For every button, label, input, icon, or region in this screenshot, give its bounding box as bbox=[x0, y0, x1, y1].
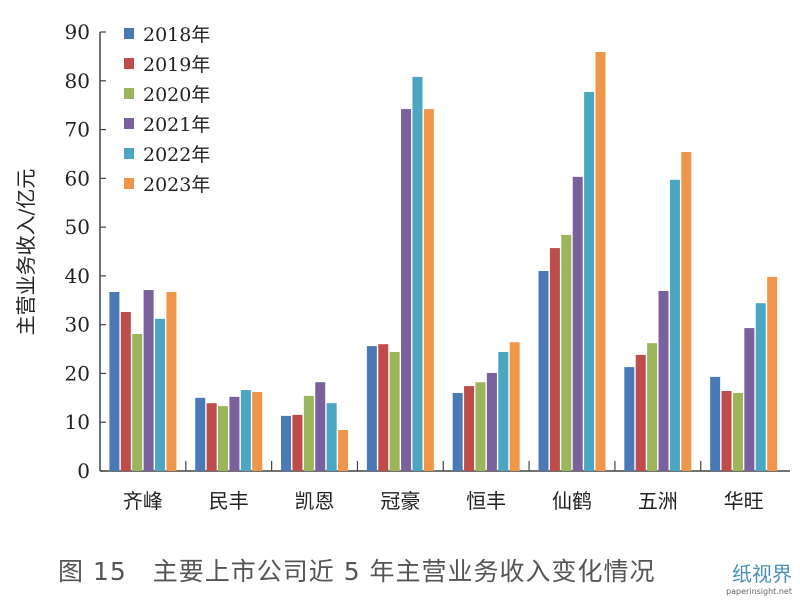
bar bbox=[120, 311, 131, 471]
y-axis-label: 主营业务收入/亿元 bbox=[14, 169, 38, 336]
x-tick-label: 民丰 bbox=[209, 489, 249, 513]
bar bbox=[464, 386, 475, 471]
bar bbox=[744, 328, 755, 471]
y-tick-label: 20 bbox=[65, 361, 90, 385]
bar bbox=[561, 234, 572, 471]
bar bbox=[595, 51, 606, 471]
legend-label: 2019年 bbox=[143, 54, 210, 76]
bar-chart: 0 10 20 30 40 50 60 70 80 90 齐峰 民丰 凯恩 冠豪 恒丰 仙鹤 五洲 华旺 主营业务收… bbox=[14, 20, 790, 513]
x-tick-label: 齐峰 bbox=[123, 489, 163, 513]
bar bbox=[647, 343, 658, 471]
bar bbox=[401, 109, 412, 472]
bar bbox=[338, 430, 349, 471]
bar bbox=[155, 318, 166, 471]
x-tick-label: 五洲 bbox=[638, 489, 678, 513]
x-tick-label: 凯恩 bbox=[295, 489, 335, 513]
bar bbox=[732, 392, 743, 471]
y-tick-label: 60 bbox=[65, 166, 90, 190]
legend-label: 2022年 bbox=[143, 144, 210, 166]
x-tick-label: 仙鹤 bbox=[552, 489, 592, 513]
bar bbox=[681, 151, 692, 471]
bar bbox=[624, 367, 635, 471]
y-tick-label: 50 bbox=[65, 215, 90, 239]
bar bbox=[452, 392, 463, 471]
bar bbox=[326, 403, 337, 471]
bar bbox=[584, 91, 595, 471]
bar bbox=[509, 342, 520, 471]
legend-swatch bbox=[124, 88, 134, 99]
legend-swatch bbox=[124, 58, 134, 69]
bar bbox=[423, 109, 434, 472]
figure-caption: 图 15 主要上市公司近 5 年主营业务收入变化情况 bbox=[58, 557, 656, 586]
legend-label: 2021年 bbox=[143, 114, 210, 136]
legend-label: 2020年 bbox=[143, 84, 210, 106]
x-tick-label: 恒丰 bbox=[466, 489, 506, 513]
bar bbox=[132, 333, 143, 471]
bar bbox=[549, 248, 560, 471]
bar bbox=[572, 176, 583, 471]
legend-swatch bbox=[124, 148, 134, 159]
bar bbox=[366, 346, 377, 471]
bar bbox=[486, 372, 497, 471]
bar bbox=[538, 271, 549, 471]
bar bbox=[635, 354, 646, 471]
bar bbox=[206, 403, 217, 471]
bar bbox=[166, 291, 177, 471]
y-tick-label: 70 bbox=[65, 118, 90, 142]
bar bbox=[229, 396, 240, 471]
bar bbox=[240, 390, 251, 471]
watermark-url: paperinsight.net bbox=[726, 587, 792, 596]
bar bbox=[378, 344, 389, 471]
bar bbox=[767, 276, 778, 471]
bar bbox=[143, 290, 154, 471]
y-tick-label: 10 bbox=[65, 410, 90, 434]
y-tick-label: 80 bbox=[65, 69, 90, 93]
bar bbox=[389, 351, 400, 471]
y-tick-label: 40 bbox=[65, 264, 90, 288]
bar bbox=[755, 303, 766, 471]
bar bbox=[109, 291, 120, 471]
bar bbox=[218, 406, 229, 471]
x-tick-label: 华旺 bbox=[724, 489, 764, 513]
bar bbox=[710, 376, 721, 471]
bar bbox=[498, 351, 509, 471]
bar bbox=[281, 415, 292, 471]
legend-swatch bbox=[124, 178, 134, 189]
y-tick-label: 90 bbox=[65, 20, 90, 44]
y-tick-label: 0 bbox=[77, 459, 90, 483]
y-tick-label: 30 bbox=[65, 313, 90, 337]
bar bbox=[252, 391, 263, 471]
bar bbox=[475, 382, 486, 471]
bar bbox=[292, 414, 303, 471]
bar bbox=[195, 397, 206, 471]
legend-swatch bbox=[124, 118, 134, 129]
legend-swatch bbox=[124, 28, 134, 39]
legend-label: 2018年 bbox=[143, 24, 210, 46]
legend-label: 2023年 bbox=[143, 174, 210, 196]
watermark-title: 纸视界 bbox=[732, 562, 792, 586]
watermark-logo: 纸视界 paperinsight.net bbox=[726, 558, 792, 596]
bar bbox=[412, 76, 423, 472]
bar bbox=[669, 179, 680, 471]
bar bbox=[303, 395, 314, 471]
bar bbox=[658, 291, 669, 471]
bar bbox=[315, 382, 326, 471]
x-tick-label: 冠豪 bbox=[380, 489, 420, 513]
bar bbox=[721, 391, 732, 471]
